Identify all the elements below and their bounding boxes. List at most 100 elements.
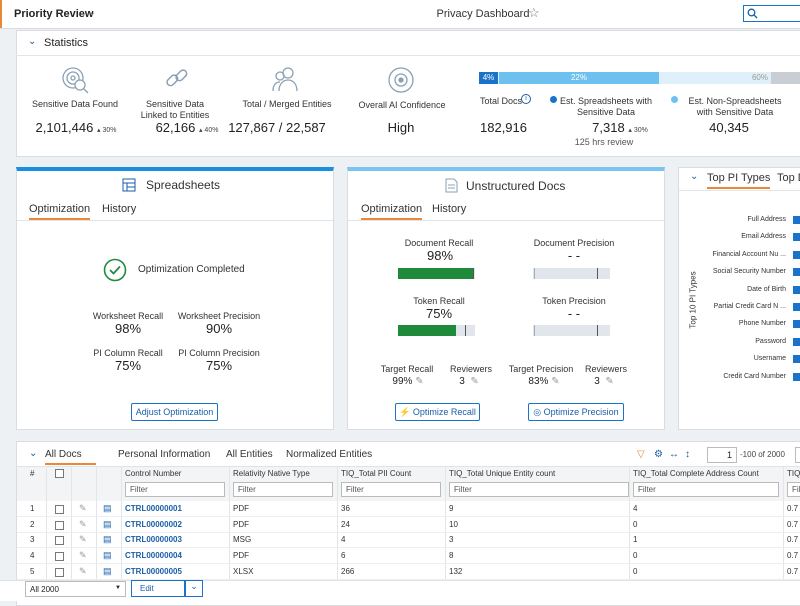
- target-value[interactable]: 3 ✎: [594, 376, 614, 387]
- column-divider: [629, 466, 630, 580]
- edit-icon[interactable]: ✎: [79, 550, 87, 561]
- fit-width-icon[interactable]: ↔: [669, 449, 679, 460]
- page-next[interactable]: [795, 447, 800, 463]
- pi-bar: [793, 372, 800, 381]
- edit-icon[interactable]: ✎: [470, 376, 479, 387]
- filter-input[interactable]: Filter: [125, 482, 225, 497]
- row-divider: [17, 516, 800, 517]
- accent: [0, 0, 2, 28]
- tab[interactable]: All Entities: [226, 449, 273, 460]
- table-cell: XLSX: [233, 566, 254, 576]
- settings-icon[interactable]: ⚙: [654, 449, 663, 460]
- control-number-link[interactable]: CTRL00000004: [125, 551, 182, 561]
- tab[interactable]: History: [432, 203, 467, 215]
- page-input[interactable]: 1: [707, 447, 737, 463]
- edit-icon[interactable]: ✎: [79, 503, 87, 513]
- table-cell: 8: [449, 551, 454, 561]
- viewer-icon[interactable]: ▤: [103, 565, 112, 576]
- pi-bar: [793, 303, 800, 311]
- collapse-chevron[interactable]: ⌄: [29, 448, 38, 459]
- edit-dropdown[interactable]: ⌄: [185, 580, 203, 597]
- row-checkbox[interactable]: [55, 536, 64, 546]
- filter-input[interactable]: Filter: [449, 482, 629, 497]
- control-number-link[interactable]: CTRL00000005: [125, 566, 182, 576]
- stat-label: Total / Merged Entities: [242, 99, 332, 109]
- tab[interactable]: Personal Information: [118, 449, 211, 460]
- collapse-chevron[interactable]: ⌄: [690, 171, 699, 182]
- scope-select[interactable]: All 2000 ▼: [25, 581, 126, 597]
- collapse-chevron[interactable]: ⌄: [28, 36, 37, 47]
- optimize-precision-button[interactable]: ◎ Optimize Precision: [528, 403, 624, 421]
- table-cell: 3: [449, 535, 454, 545]
- table-cell: PDF: [233, 519, 249, 529]
- table-cell: 9: [449, 504, 454, 513]
- filter-icon[interactable]: ▽: [637, 449, 645, 460]
- control-number-link[interactable]: CTRL00000002: [125, 519, 182, 529]
- target-marker: [465, 325, 466, 336]
- legend-dot: [671, 96, 678, 103]
- target-label: Reviewers: [584, 364, 628, 374]
- tab[interactable]: All Docs: [45, 449, 96, 465]
- stat-value: 2,101,446 ▴ 30%: [36, 120, 117, 135]
- adjust-button[interactable]: Adjust Optimization: [131, 403, 218, 421]
- tab[interactable]: Top PI Types: [707, 172, 771, 189]
- tab[interactable]: History: [102, 203, 137, 215]
- table-cell: 4: [633, 504, 638, 513]
- edit-icon[interactable]: ✎: [79, 565, 87, 576]
- stat-number: 2,101,446: [35, 120, 94, 135]
- total-docs-label: Total Docs: [480, 96, 523, 106]
- filter-input[interactable]: Filter: [341, 482, 441, 497]
- target-value[interactable]: 83% ✎: [528, 376, 559, 387]
- table-cell: 266: [341, 566, 355, 576]
- table-cell: 4: [341, 535, 346, 545]
- target-value[interactable]: 3 ✎: [459, 376, 479, 387]
- row-divider: [17, 531, 800, 533]
- control-number-link[interactable]: CTRL00000001: [125, 504, 182, 513]
- statistics-panel: [16, 30, 800, 157]
- progress-track: [533, 268, 610, 279]
- info-icon[interactable]: i: [521, 94, 531, 104]
- filter-input[interactable]: Filter: [633, 482, 779, 497]
- row-checkbox[interactable]: [55, 505, 64, 514]
- pi-category: Date of Birth: [747, 285, 786, 293]
- view-title[interactable]: Priority Review: [14, 8, 94, 20]
- header-checkbox[interactable]: [55, 469, 64, 478]
- tab[interactable]: Normalized Entities: [286, 449, 373, 460]
- viewer-icon[interactable]: ▤: [103, 534, 112, 545]
- viewer-icon[interactable]: ▤: [103, 550, 112, 561]
- row-divider: [17, 547, 800, 549]
- row-checkbox[interactable]: [55, 552, 64, 562]
- target-number: 3: [459, 376, 465, 387]
- stat-number: 62,166: [155, 120, 196, 135]
- row-checkbox[interactable]: [55, 520, 64, 530]
- target-number: 3: [594, 376, 600, 387]
- edit-icon[interactable]: ✎: [79, 534, 87, 545]
- edit-icon[interactable]: ✎: [605, 376, 614, 387]
- metric-value: 98%: [114, 321, 142, 336]
- edit-icon[interactable]: ✎: [415, 376, 424, 387]
- pi-category: Social Security Number: [712, 268, 786, 276]
- control-number-link[interactable]: CTRL00000003: [125, 535, 182, 545]
- filter-input[interactable]: Filter: [787, 482, 800, 497]
- edit-button[interactable]: Edit: [131, 580, 185, 597]
- viewer-icon[interactable]: ▤: [103, 503, 112, 513]
- confidence-icon: [388, 67, 414, 93]
- favorite-star[interactable]: ☆: [528, 5, 540, 20]
- target-value[interactable]: 99% ✎: [392, 376, 423, 387]
- pi-category: Financial Account Nu ...: [712, 250, 786, 258]
- optimize-recall-button[interactable]: ⚡ Optimize Recall: [395, 403, 480, 421]
- edit-icon[interactable]: ✎: [79, 518, 87, 529]
- metric-label: Worksheet Recall: [92, 311, 164, 321]
- filter-input[interactable]: Filter: [233, 482, 333, 497]
- stat-number: 7,318: [592, 120, 625, 135]
- metric-value: 75%: [425, 306, 453, 321]
- tab[interactable]: Top D: [777, 172, 800, 184]
- viewer-icon[interactable]: ▤: [103, 518, 112, 529]
- table-cell: 0.7: [787, 504, 799, 513]
- tab[interactable]: Optimization: [29, 203, 91, 220]
- edit-icon[interactable]: ✎: [551, 376, 560, 387]
- row-checkbox[interactable]: [55, 567, 64, 577]
- fit-height-icon[interactable]: ↕: [685, 449, 690, 460]
- view-dropdown[interactable]: ⌄: [88, 7, 97, 18]
- tab[interactable]: Optimization: [361, 203, 423, 220]
